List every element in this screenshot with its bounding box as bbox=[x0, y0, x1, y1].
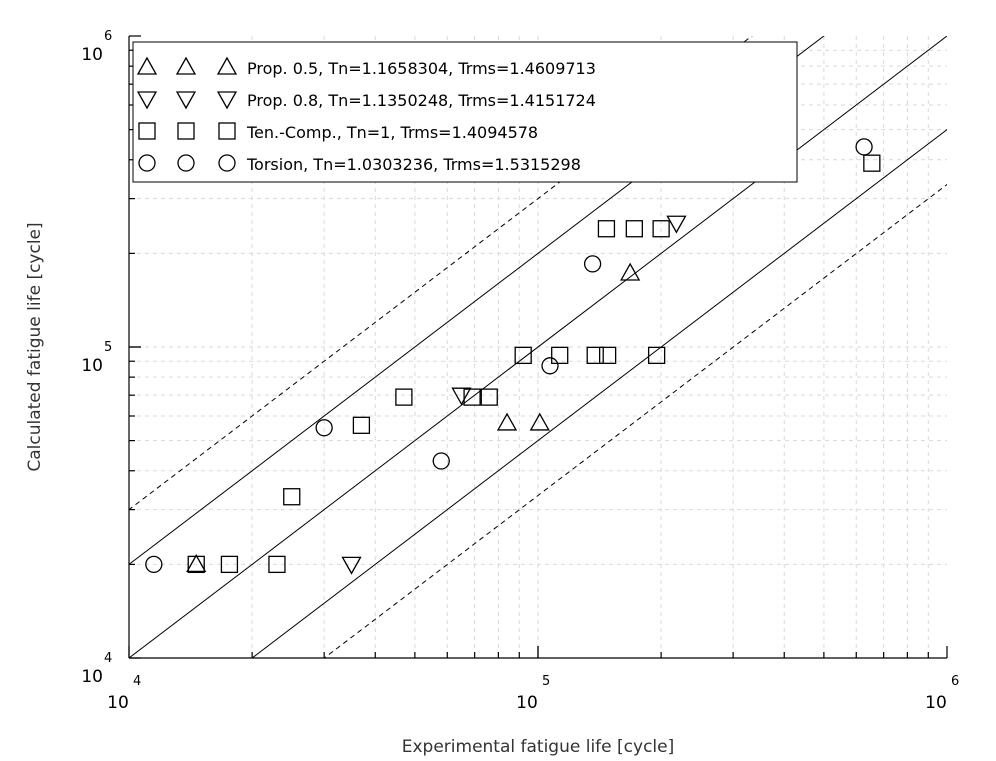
legend-label-prop-05: Prop. 0.5, Tn=1.1658304, Trms=1.4609713 bbox=[247, 59, 596, 78]
x-tick-label: 10 bbox=[107, 693, 129, 713]
legend-label-ten-comp: Ten.-Comp., Tn=1, Trms=1.4094578 bbox=[246, 123, 538, 142]
y-axis-label: Calculated fatigue life [cycle] bbox=[25, 222, 45, 471]
y-tick-exponent: 4 bbox=[104, 651, 112, 666]
x-tick-labels: 10 4 10 5 10 6 bbox=[107, 674, 959, 713]
x-tick-exponent: 6 bbox=[951, 674, 959, 689]
x-tick-exponent: 5 bbox=[542, 674, 550, 689]
x-axis-label: Experimental fatigue life [cycle] bbox=[402, 737, 674, 757]
legend: Prop. 0.5, Tn=1.1658304, Trms=1.4609713 … bbox=[133, 42, 797, 182]
y-tick-label: 10 bbox=[81, 667, 103, 687]
x-tick-exponent: 4 bbox=[133, 674, 141, 689]
x-tick-label: 10 bbox=[516, 693, 538, 713]
y-tick-exponent: 6 bbox=[104, 29, 112, 44]
y-tick-label: 10 bbox=[81, 356, 103, 376]
legend-label-torsion: Torsion, Tn=1.0303236, Trms=1.5315298 bbox=[246, 155, 581, 174]
legend-label-prop-08: Prop. 0.8, Tn=1.1350248, Trms=1.4151724 bbox=[247, 91, 596, 110]
y-tick-label: 10 bbox=[81, 45, 103, 65]
x-tick-label: 10 bbox=[925, 693, 947, 713]
y-tick-exponent: 5 bbox=[104, 340, 112, 355]
